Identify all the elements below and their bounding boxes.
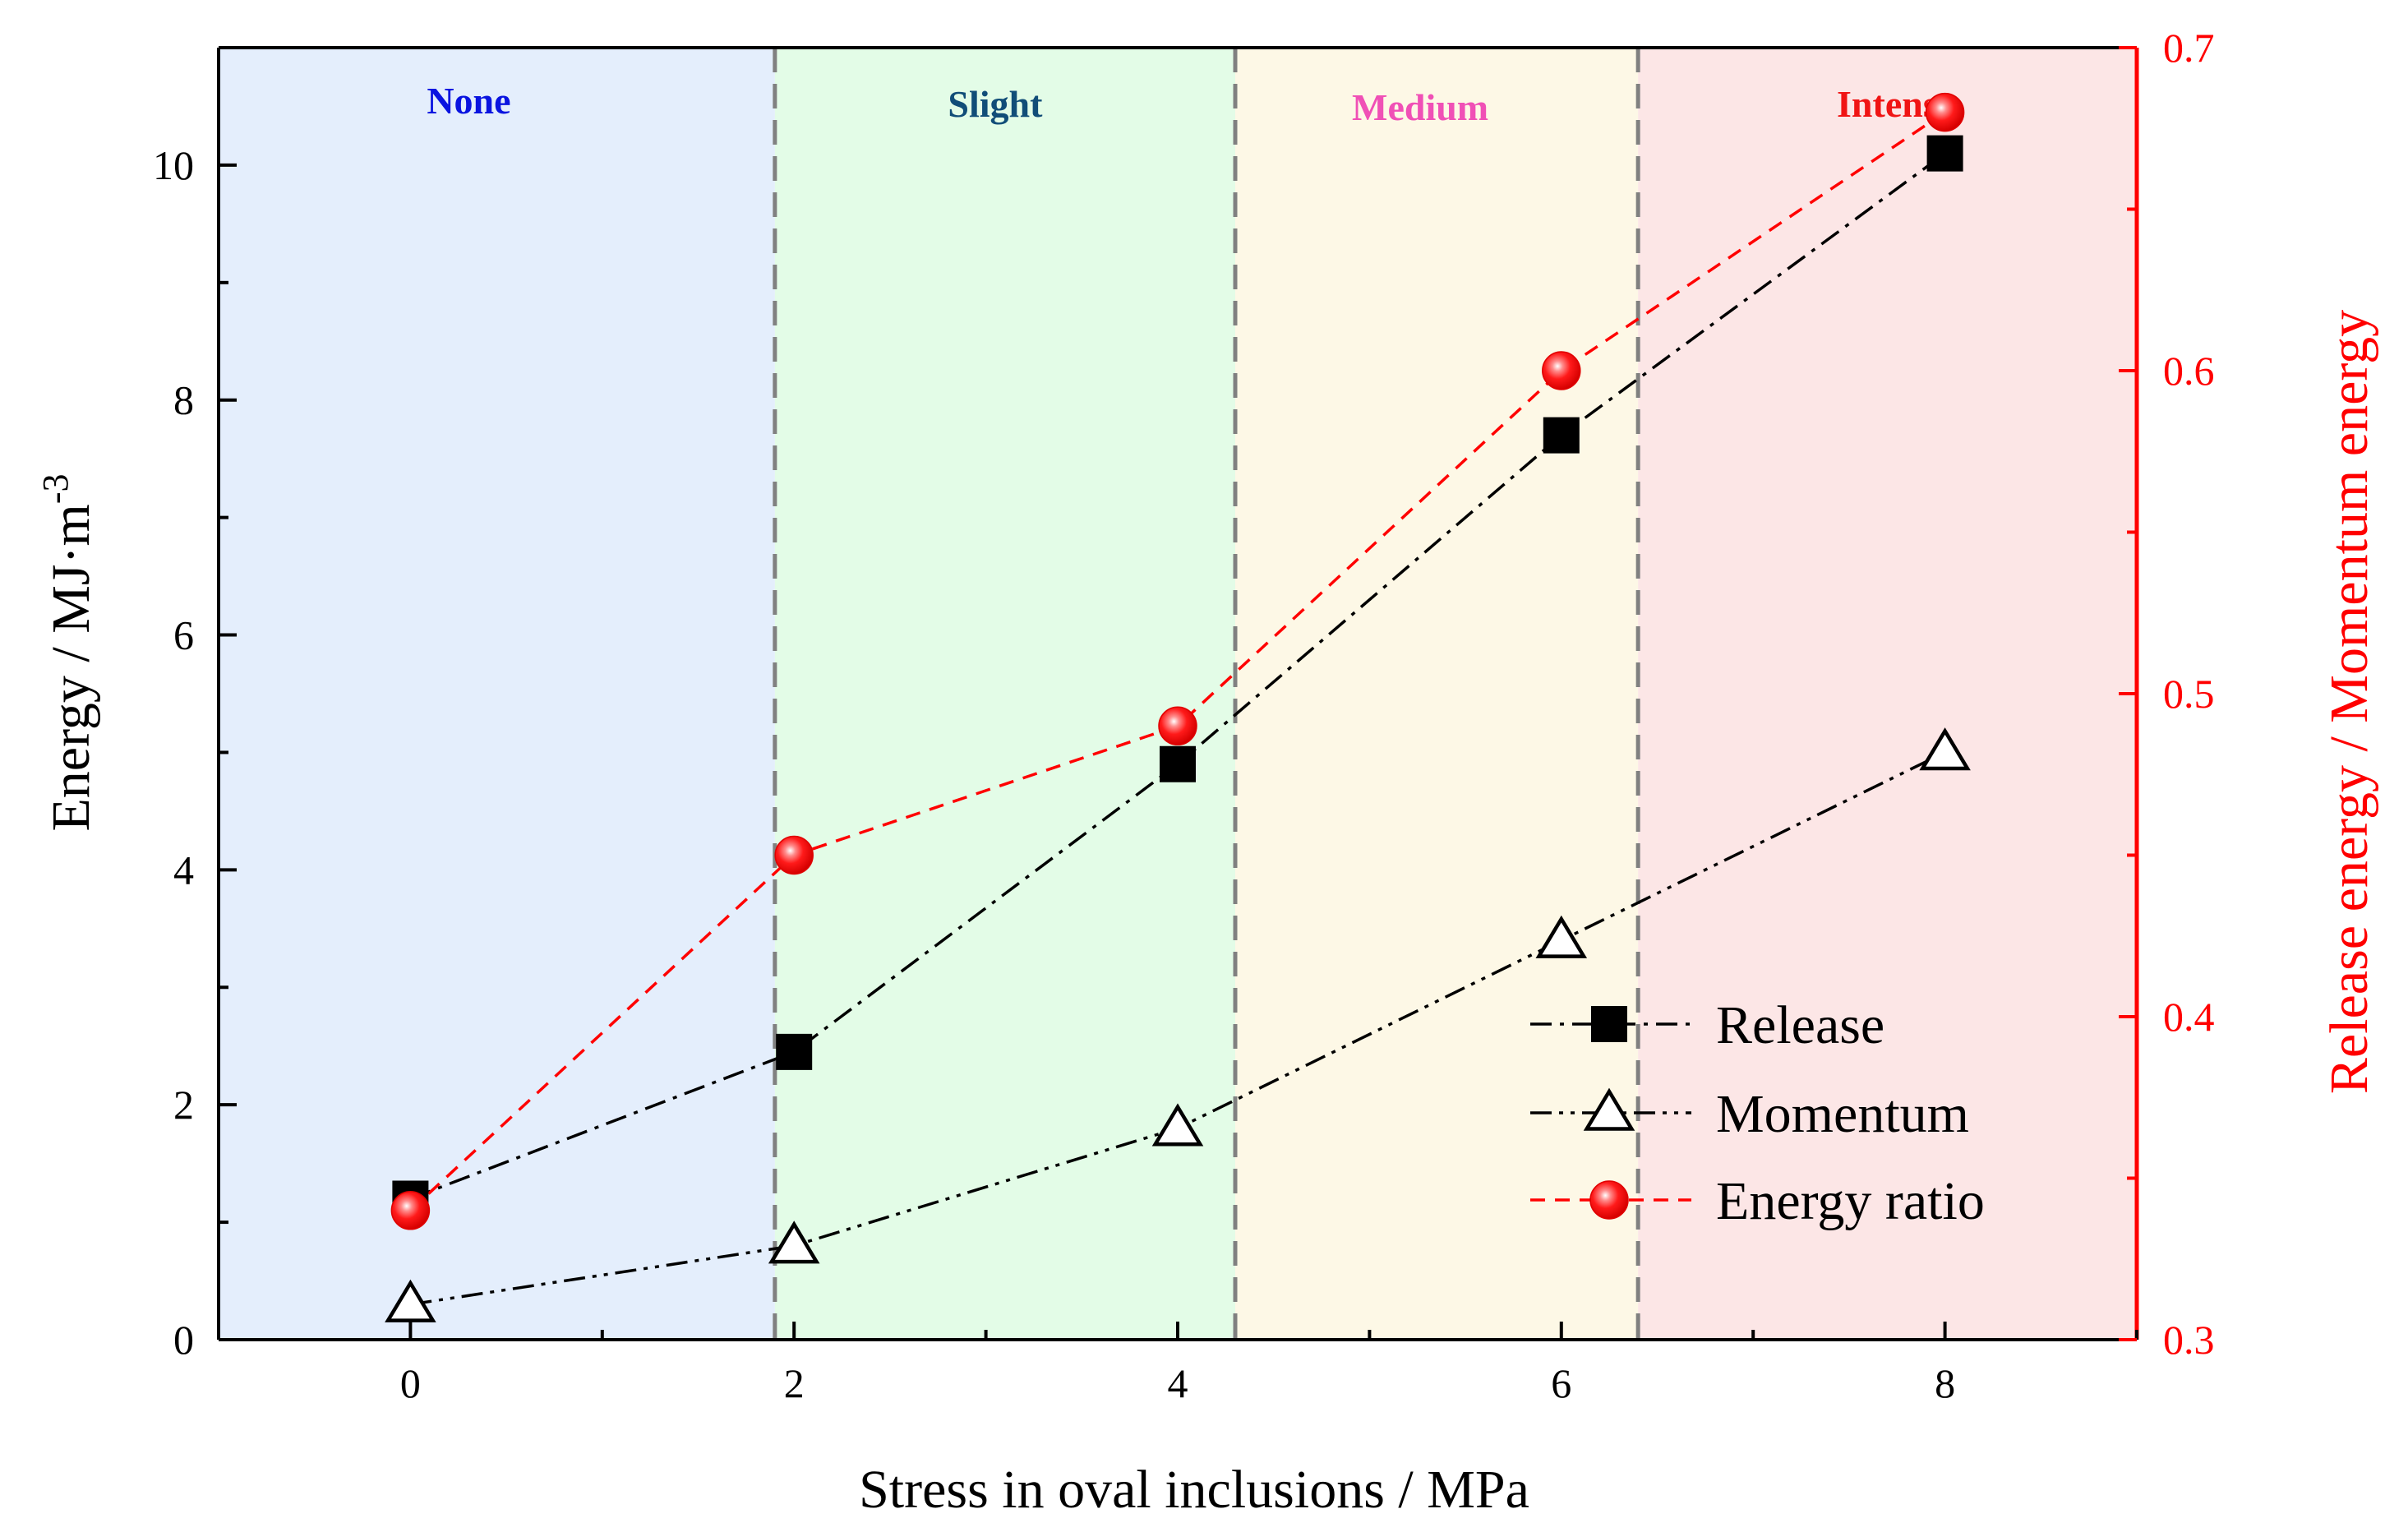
- zone-backgrounds: [219, 48, 2137, 1340]
- y-right-tick-label: 0.5: [2163, 671, 2215, 717]
- data-point-energy-ratio: [1925, 92, 1965, 132]
- data-point-energy-ratio: [774, 835, 814, 875]
- y-right-tick-label: 0.4: [2163, 994, 2215, 1040]
- y-left-tick-label: 2: [173, 1082, 194, 1128]
- axes: 0 2 4 6 8 0 2 4 6 8 10 0.3 0.4 0.5 0.6 0.7: [153, 25, 2215, 1406]
- y-axis-left-title-superscript: -3: [35, 473, 76, 504]
- x-axis-title: Stress in oval inclusions / MPa: [859, 1460, 1529, 1520]
- x-tick-label: 2: [784, 1360, 805, 1406]
- data-point-energy-ratio: [1158, 706, 1197, 746]
- legend: Release Momentum Energy ratio: [1530, 995, 1985, 1231]
- legend-label-energy-ratio: Energy ratio: [1716, 1171, 1985, 1231]
- data-point-momentum: [1919, 727, 1971, 771]
- legend-label-momentum: Momentum: [1716, 1084, 1969, 1144]
- data-point-momentum: [385, 1279, 436, 1322]
- y-left-tick-label: 0: [173, 1317, 194, 1363]
- x-tick-label: 8: [1935, 1360, 1955, 1406]
- legend-label-release: Release: [1716, 995, 1884, 1055]
- zone-label-slight: Slight: [948, 83, 1043, 125]
- zone-none: [219, 48, 775, 1340]
- zone-medium: [1235, 48, 1639, 1340]
- data-point-release: [1543, 417, 1580, 454]
- x-tick-label: 4: [1168, 1360, 1188, 1406]
- legend-marker-energy-ratio: [1589, 1180, 1629, 1220]
- y-left-tick-label: 8: [173, 377, 194, 423]
- y-axis-right-title: Release energy / Momentum energy: [2319, 310, 2379, 1094]
- series-markers: [385, 92, 1971, 1322]
- x-tick-label: 0: [400, 1360, 421, 1406]
- x-tick-label: 6: [1551, 1360, 1571, 1406]
- y-left-tick-label: 4: [173, 847, 194, 893]
- data-point-release: [1160, 745, 1196, 782]
- data-point-momentum: [1535, 915, 1588, 958]
- data-point-energy-ratio: [1542, 351, 1581, 390]
- zone-labels: None Slight Medium Intense: [427, 80, 1954, 128]
- legend-marker-release: [1591, 1006, 1627, 1042]
- data-point-momentum: [1151, 1103, 1204, 1147]
- y-right-tick-label: 0.3: [2163, 1317, 2215, 1363]
- data-point-release: [1926, 135, 1963, 172]
- zone-slight: [774, 48, 1236, 1340]
- y-left-tick-label: 6: [173, 612, 194, 658]
- y-right-tick-label: 0.7: [2163, 25, 2215, 71]
- y-axis-left-title: Energy / MJ·m-3: [35, 473, 101, 831]
- legend-marker-momentum: [1583, 1087, 1635, 1131]
- y-left-tick-label: 10: [153, 142, 194, 188]
- series-line-energy-ratio: [409, 111, 1946, 1212]
- data-point-release: [776, 1033, 813, 1070]
- data-point-momentum: [768, 1221, 820, 1264]
- data-point-energy-ratio: [390, 1191, 431, 1230]
- y-right-tick-label: 0.6: [2163, 348, 2215, 394]
- zone-intense: [1638, 48, 2137, 1340]
- zone-label-medium: Medium: [1352, 86, 1488, 128]
- zone-label-none: None: [427, 80, 510, 122]
